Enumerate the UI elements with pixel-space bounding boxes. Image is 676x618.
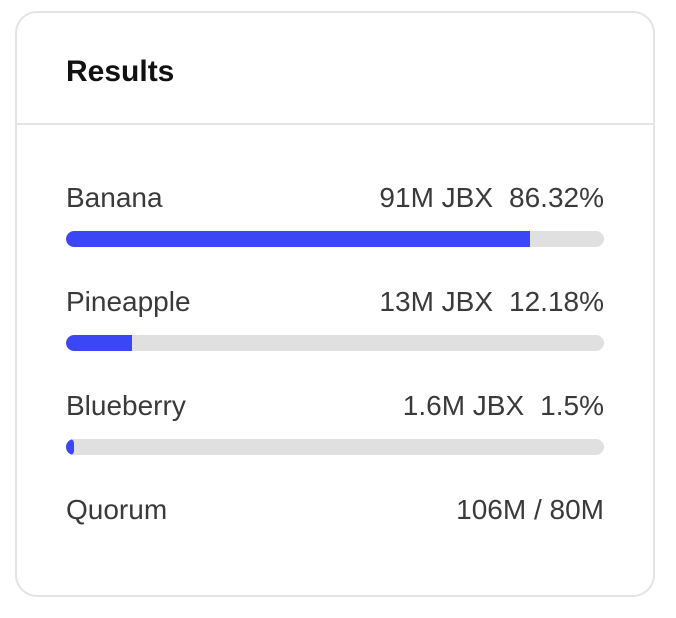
option-percent: 12.18%	[509, 286, 604, 317]
option-percent: 86.32%	[509, 182, 604, 213]
option-label: Blueberry	[66, 390, 186, 421]
option-amount: 1.6M JBX	[402, 390, 525, 421]
progress-fill	[66, 231, 531, 247]
progress-track	[66, 231, 604, 247]
progress-fill	[66, 335, 132, 351]
option-amount: 13M JBX	[379, 286, 494, 317]
result-row-banana: Banana 91M JBX 86.32%	[66, 181, 604, 285]
card-header: Results	[17, 13, 653, 125]
quorum-value: 106M / 80M	[456, 494, 604, 525]
results-list: Banana 91M JBX 86.32% Pineapple 13M JBX …	[66, 181, 604, 597]
quorum-label: Quorum	[66, 494, 168, 525]
progress-fill	[66, 439, 75, 455]
card-title: Results	[66, 55, 175, 88]
option-label: Pineapple	[66, 286, 191, 317]
option-label: Banana	[66, 182, 163, 213]
result-row-blueberry: Blueberry 1.6M JBX 1.5%	[66, 389, 604, 493]
progress-track	[66, 439, 604, 455]
option-percent: 1.5%	[540, 390, 604, 421]
option-amount: 91M JBX	[379, 182, 494, 213]
quorum-row: Quorum 106M / 80M	[66, 493, 604, 597]
progress-track	[66, 335, 604, 351]
results-card: Results Banana 91M JBX 86.32% Pineapple …	[15, 11, 655, 597]
result-row-pineapple: Pineapple 13M JBX 12.18%	[66, 285, 604, 389]
